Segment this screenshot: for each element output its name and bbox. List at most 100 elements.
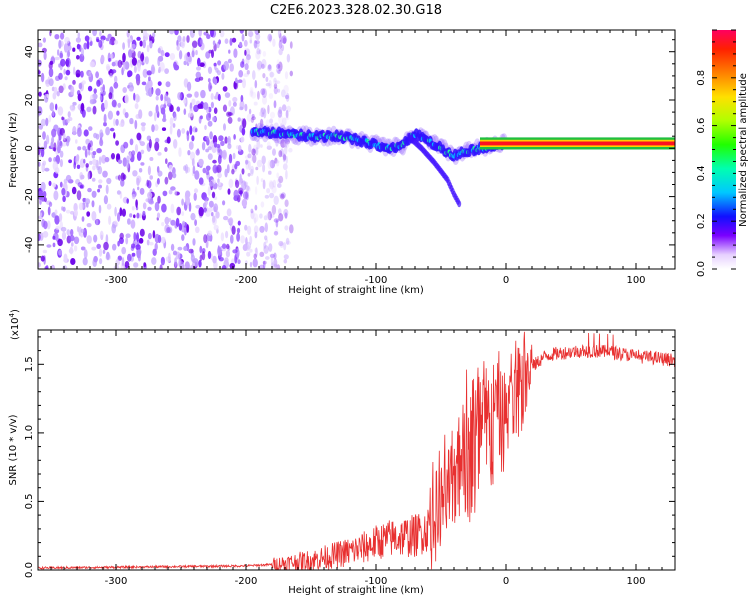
noise-speckle bbox=[289, 41, 293, 49]
noise-speckle bbox=[131, 193, 136, 200]
noise-speckle bbox=[283, 254, 289, 260]
noise-speckle bbox=[266, 141, 271, 149]
noise-speckle bbox=[52, 147, 56, 152]
noise-speckle bbox=[124, 61, 130, 70]
noise-speckle bbox=[274, 80, 281, 84]
noise-speckle bbox=[212, 164, 218, 174]
noise-speckle bbox=[267, 211, 272, 221]
noise-speckle bbox=[276, 178, 281, 184]
noise-speckle bbox=[263, 245, 269, 254]
noise-speckle bbox=[62, 195, 66, 203]
snr-frame bbox=[37, 329, 676, 571]
y-tick-label: 40 bbox=[24, 45, 35, 58]
noise-speckle bbox=[226, 138, 230, 143]
noise-speckle bbox=[130, 43, 136, 50]
noise-speckle bbox=[199, 76, 204, 81]
noise-speckle bbox=[93, 132, 98, 139]
noise-speckle bbox=[92, 105, 97, 115]
noise-speckle bbox=[98, 156, 102, 166]
noise-speckle bbox=[239, 30, 244, 34]
noise-speckle bbox=[272, 148, 276, 156]
noise-speckle bbox=[283, 156, 287, 161]
noise-speckle bbox=[95, 218, 99, 226]
noise-speckle bbox=[164, 52, 170, 58]
noise-speckle bbox=[155, 88, 161, 96]
noise-speckle bbox=[99, 258, 103, 265]
noise-speckle bbox=[93, 255, 98, 263]
noise-speckle bbox=[99, 230, 104, 240]
noise-speckle bbox=[275, 67, 281, 73]
noise-speckle bbox=[229, 63, 234, 72]
noise-speckle bbox=[133, 92, 136, 101]
noise-speckle bbox=[277, 183, 282, 188]
noise-speckle bbox=[255, 33, 261, 41]
noise-speckle bbox=[267, 64, 272, 72]
noise-speckle bbox=[245, 190, 250, 201]
noise-speckle bbox=[245, 159, 249, 165]
noise-speckle bbox=[209, 131, 213, 140]
noise-speckle bbox=[251, 116, 256, 121]
noise-speckle bbox=[274, 122, 279, 128]
noise-speckle bbox=[217, 60, 222, 66]
snr-series-line bbox=[38, 331, 675, 570]
noise-speckle bbox=[92, 151, 97, 156]
spectrogram-ylabel: Frequency (Hz) bbox=[8, 112, 19, 188]
noise-speckle bbox=[273, 137, 279, 143]
noise-speckle bbox=[270, 111, 275, 119]
colorbar-tick-label: 0.2 bbox=[696, 213, 707, 229]
noise-speckle bbox=[177, 35, 182, 43]
noise-speckle bbox=[191, 158, 195, 167]
noise-speckle bbox=[45, 265, 49, 269]
noise-speckle bbox=[229, 37, 233, 46]
noise-speckle bbox=[212, 40, 216, 46]
noise-speckle bbox=[268, 93, 274, 99]
noise-speckle bbox=[264, 222, 268, 233]
noise-speckle bbox=[43, 51, 47, 60]
noise-speckle bbox=[256, 175, 259, 185]
noise-speckle bbox=[40, 255, 45, 262]
noise-speckle bbox=[61, 187, 66, 196]
noise-speckle bbox=[198, 158, 204, 167]
noise-speckle bbox=[205, 148, 210, 153]
noise-speckle bbox=[221, 243, 227, 249]
noise-speckle bbox=[72, 47, 76, 52]
noise-speckle bbox=[273, 195, 279, 205]
noise-speckle bbox=[152, 230, 156, 239]
noise-speckle bbox=[136, 151, 142, 161]
noise-speckle bbox=[186, 224, 190, 233]
page-title: C2E6.2023.328.02.30.G18 bbox=[270, 3, 442, 18]
noise-speckle bbox=[58, 72, 63, 80]
noise-speckle bbox=[276, 59, 280, 67]
noise-speckle bbox=[91, 190, 97, 198]
noise-speckle bbox=[224, 168, 228, 178]
noise-speckle bbox=[278, 61, 283, 72]
noise-speckle bbox=[255, 40, 260, 45]
noise-speckle bbox=[139, 40, 143, 47]
noise-speckle bbox=[178, 223, 183, 231]
noise-speckle bbox=[160, 49, 165, 57]
noise-speckle bbox=[164, 216, 170, 225]
noise-speckle bbox=[83, 129, 89, 137]
noise-speckle bbox=[231, 37, 237, 43]
noise-speckle bbox=[235, 179, 240, 189]
noise-speckle bbox=[77, 127, 82, 137]
noise-speckle bbox=[207, 153, 213, 161]
noise-speckle bbox=[184, 228, 187, 236]
noise-speckle bbox=[261, 63, 265, 69]
noise-speckle bbox=[263, 215, 268, 221]
noise-speckle bbox=[173, 139, 178, 149]
noise-speckle bbox=[174, 257, 178, 267]
noise-speckle bbox=[95, 71, 99, 79]
noise-speckle bbox=[102, 84, 105, 92]
noise-speckle bbox=[188, 141, 194, 150]
noise-speckle bbox=[62, 132, 66, 141]
noise-speckle bbox=[96, 243, 101, 249]
noise-speckle bbox=[193, 188, 199, 194]
noise-speckle bbox=[49, 102, 55, 112]
noise-speckle bbox=[177, 92, 182, 101]
noise-speckle bbox=[238, 177, 242, 185]
x-tick-label: -300 bbox=[105, 275, 128, 286]
noise-speckle bbox=[213, 141, 217, 148]
noise-speckle bbox=[155, 95, 159, 101]
y-tick-label: -20 bbox=[24, 188, 35, 204]
